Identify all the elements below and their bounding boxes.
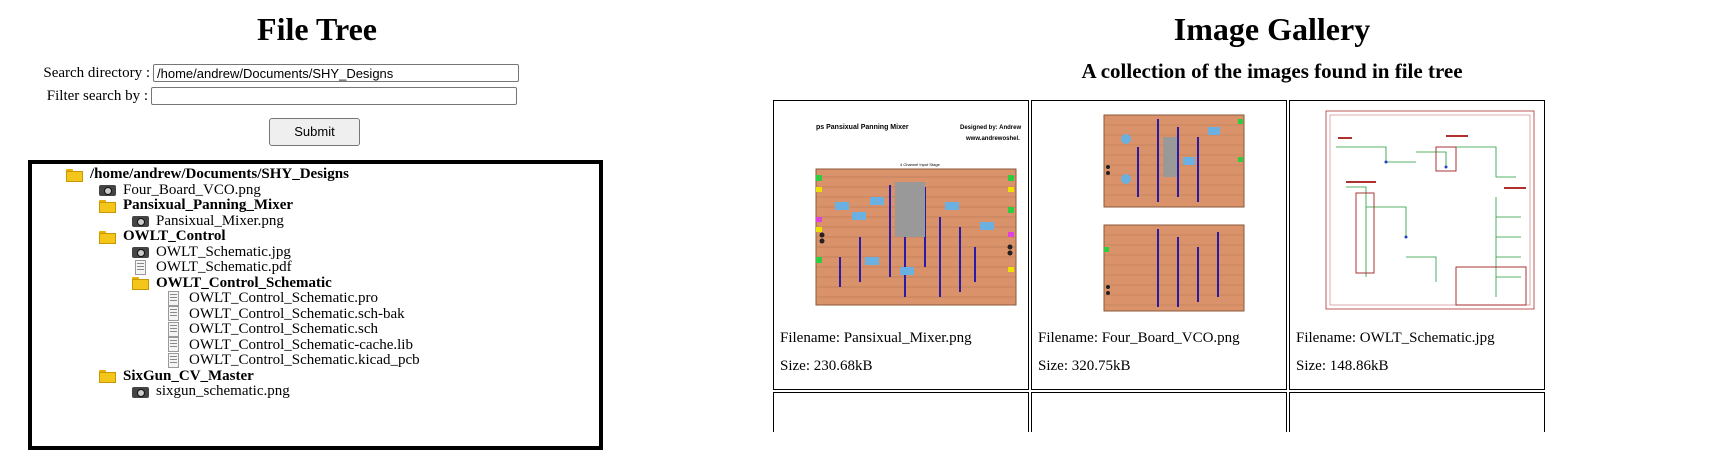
tree-item-label: SixGun_CV_Master <box>123 367 254 384</box>
document-icon <box>165 321 183 337</box>
gallery-card[interactable] <box>1289 392 1545 432</box>
search-directory-label: Search directory : <box>43 65 150 81</box>
tree-file-item[interactable]: OWLT_Control_Schematic.sch-bak <box>165 305 405 323</box>
camera-icon <box>99 182 117 197</box>
tree-file-item[interactable]: OWLT_Control_Schematic.pro <box>165 289 378 307</box>
gallery-thumbnail-pansixual-mixer[interactable]: ps Pansixual Panning Mixer Designed by: … <box>780 107 1022 315</box>
tree-item-label: OWLT_Schematic.pdf <box>156 259 292 275</box>
tree-folder-item[interactable]: OWLT_Control <box>99 227 226 245</box>
tree-item-label: OWLT_Control_Schematic-cache.lib <box>189 336 413 353</box>
tree-file-item[interactable]: sixgun_schematic.png <box>132 382 290 400</box>
thumb-caption-text: 4 Channel Input Stage <box>900 162 941 167</box>
gallery-card[interactable]: Filename: OWLT_Schematic.jpg Size: 148.8… <box>1289 100 1545 390</box>
tree-item-label: OWLT_Control_Schematic.kicad_pcb <box>189 352 420 368</box>
filter-search-label: Filter search by : <box>46 88 148 104</box>
gallery-card-filename: Filename: Pansixual_Mixer.png <box>780 330 972 346</box>
tree-item-label: OWLT_Control_Schematic.pro <box>189 290 378 306</box>
filter-search-input[interactable] <box>151 87 517 105</box>
tree-item-label: OWLT_Control_Schematic.sch <box>189 321 378 337</box>
camera-icon <box>132 213 150 228</box>
file-tree-title: File Tree <box>257 11 377 47</box>
tree-item-label: /home/andrew/Documents/SHY_Designs <box>90 166 349 182</box>
image-gallery-panel: Image Gallery A collection of the images… <box>773 0 1714 432</box>
gallery-card-filename: Filename: Four_Board_VCO.png <box>1038 330 1240 346</box>
document-icon <box>165 306 183 321</box>
tree-folder-item[interactable]: /home/andrew/Documents/SHY_Designs <box>66 165 349 183</box>
file-tree-panel: File Tree Search directory : Filter sear… <box>0 0 634 450</box>
gallery-thumbnail-four-board-vco[interactable] <box>1038 107 1280 315</box>
folder-icon <box>66 167 84 182</box>
document-icon <box>165 290 183 306</box>
tree-file-item[interactable]: OWLT_Control_Schematic-cache.lib <box>165 336 413 354</box>
tree-file-item[interactable]: Four_Board_VCO.png <box>99 181 261 199</box>
folder-icon <box>99 198 117 213</box>
file-tree: /home/andrew/Documents/SHY_Designs Four_B… <box>28 160 603 450</box>
tree-item-label: Pansixual_Mixer.png <box>156 212 284 229</box>
search-directory-input[interactable] <box>153 64 519 82</box>
tree-file-item[interactable]: OWLT_Control_Schematic.sch <box>165 320 378 338</box>
submit-button[interactable]: Submit <box>269 118 360 146</box>
tree-file-item[interactable]: OWLT_Control_Schematic.kicad_pcb <box>165 351 420 369</box>
tree-folder-item[interactable]: OWLT_Control_Schematic <box>132 274 332 292</box>
gallery-card[interactable]: Filename: Four_Board_VCO.png Size: 320.7… <box>1031 100 1287 390</box>
gallery-card-size: Size: 230.68kB <box>780 358 873 374</box>
tree-file-item[interactable]: OWLT_Schematic.jpg <box>132 243 291 261</box>
tree-item-label: OWLT_Control <box>123 228 226 244</box>
document-icon <box>165 352 183 368</box>
thumb-url-text: www.andrewoshel. <box>965 136 1020 142</box>
document-icon <box>132 259 150 275</box>
tree-item-label: OWLT_Control_Schematic.sch-bak <box>189 305 405 322</box>
gallery-card[interactable] <box>1031 392 1287 432</box>
document-icon <box>165 337 183 352</box>
tree-item-label: Pansixual_Panning_Mixer <box>123 197 294 213</box>
folder-icon <box>132 275 150 290</box>
gallery-card[interactable]: ps Pansixual Panning Mixer Designed by: … <box>773 100 1029 390</box>
tree-folder-item[interactable]: Pansixual_Panning_Mixer <box>99 196 293 214</box>
gallery-thumbnail-owlt-schematic[interactable] <box>1296 107 1538 315</box>
tree-item-label: OWLT_Control_Schematic <box>156 274 332 291</box>
gallery-card-size: Size: 320.75kB <box>1038 358 1131 374</box>
gallery-card-filename: Filename: OWLT_Schematic.jpg <box>1296 330 1495 346</box>
thumb-designer-text: Designed by: Andrew <box>960 125 1021 131</box>
tree-item-label: OWLT_Schematic.jpg <box>156 243 291 260</box>
camera-icon <box>132 244 150 259</box>
folder-icon <box>99 368 117 383</box>
tree-item-label: Four_Board_VCO.png <box>123 181 261 198</box>
tree-file-item[interactable]: Pansixual_Mixer.png <box>132 212 284 230</box>
camera-icon <box>132 384 150 399</box>
gallery-title: Image Gallery <box>1173 11 1371 47</box>
gallery-card-size: Size: 148.86kB <box>1296 358 1389 374</box>
tree-file-item[interactable]: OWLT_Schematic.pdf <box>132 258 292 276</box>
folder-icon <box>99 229 117 244</box>
thumb-title-text: ps Pansixual Panning Mixer <box>816 124 909 131</box>
gallery-subtitle: A collection of the images found in file… <box>1081 59 1463 83</box>
gallery-card[interactable] <box>773 392 1029 432</box>
tree-item-label: sixgun_schematic.png <box>156 383 290 399</box>
tree-folder-item[interactable]: SixGun_CV_Master <box>99 367 254 385</box>
